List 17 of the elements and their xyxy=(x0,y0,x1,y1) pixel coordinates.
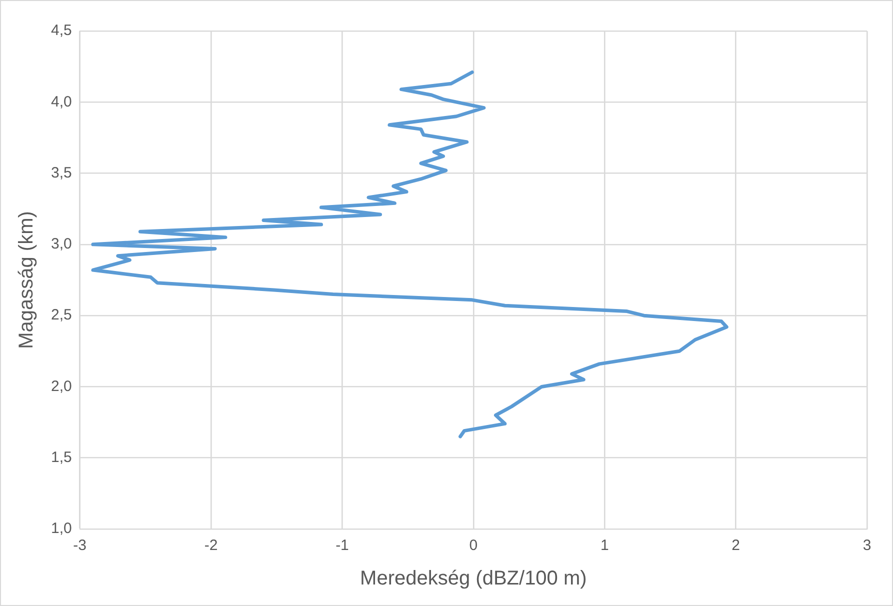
x-tick-label: 1 xyxy=(600,537,609,554)
x-tick-label: -3 xyxy=(73,537,87,554)
y-tick-label: 3,5 xyxy=(50,164,72,182)
y-tick-label: 4,5 xyxy=(50,22,72,40)
y-tick-label: 2,0 xyxy=(50,378,72,395)
x-tick-label: 3 xyxy=(862,537,872,554)
x-axis-title: Meredekség (dBZ/100 m) xyxy=(360,568,587,590)
y-axis-title: Magasság (km) xyxy=(16,211,38,349)
x-tick-label: 2 xyxy=(732,537,740,554)
y-tick-label: 1,5 xyxy=(50,449,72,466)
y-tick-label: 2,5 xyxy=(50,306,72,324)
x-tick-label: -2 xyxy=(204,537,218,554)
y-tick-label: 3,0 xyxy=(50,236,72,253)
x-tick-label: 0 xyxy=(469,537,478,554)
y-tick-label: 4,0 xyxy=(50,93,72,110)
y-tick-label: 1,0 xyxy=(50,520,72,538)
x-tick-label: -1 xyxy=(336,537,349,554)
